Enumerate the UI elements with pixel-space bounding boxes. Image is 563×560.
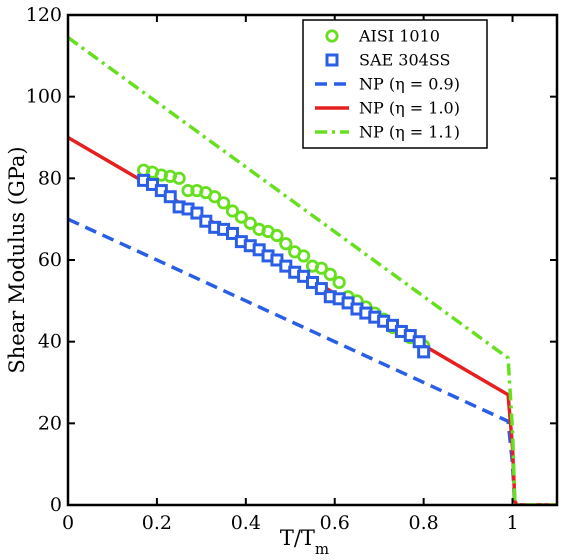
- x-tick-label: 0: [62, 512, 74, 534]
- data-point-circle-marker: [243, 216, 257, 230]
- legend-label: AISI 1010: [358, 27, 440, 46]
- y-axis-label: Shear Modulus (GPa): [5, 146, 29, 373]
- y-tick-label: 100: [26, 86, 62, 108]
- data-point-circle-marker: [332, 275, 346, 290]
- plot-area: [68, 36, 557, 505]
- data-point-circle-marker: [172, 171, 186, 185]
- legend-label: SAE 304SS: [359, 51, 450, 70]
- data-point-square-marker: [417, 345, 431, 359]
- data-point-circle-marker: [297, 249, 311, 263]
- y-tick-label: 60: [38, 249, 62, 271]
- x-tick-label: 0.8: [409, 512, 439, 534]
- data-point-circle-marker: [225, 204, 240, 218]
- legend-label: NP (η = 1.0): [359, 99, 460, 118]
- data-point-circle-marker: [279, 237, 293, 251]
- data-point-circle-marker: [216, 196, 231, 210]
- data-point-circle-marker: [314, 261, 328, 275]
- x-tick-label: 1: [506, 512, 518, 534]
- series-line-2: [68, 135, 557, 505]
- y-tick-label: 40: [38, 331, 62, 353]
- y-tick-label: 80: [38, 167, 62, 189]
- y-tick-label: 0: [50, 494, 62, 516]
- legend-label: NP (η = 1.1): [359, 123, 460, 142]
- x-tick-label: 0.2: [142, 512, 172, 534]
- x-tick-label: 0.6: [320, 512, 350, 534]
- data-point-square-marker: [314, 282, 328, 296]
- x-tick-label: 0.4: [231, 512, 261, 534]
- x-axis-label: T/Tm: [280, 526, 329, 558]
- series-line-1: [68, 217, 557, 505]
- data-point-circle-marker: [234, 210, 248, 224]
- data-point-circle-marker: [323, 267, 337, 281]
- legend-marker-circle: [325, 29, 339, 43]
- data-point-circle-marker: [181, 183, 195, 198]
- data-point-square-marker: [190, 206, 204, 220]
- y-tick-label: 20: [38, 412, 62, 434]
- legend: AISI 1010 SAE 304SS NP (η = 0.9) NP (η = 1.…: [302, 19, 488, 149]
- data-point-circle-marker: [270, 228, 284, 243]
- data-point-square-marker: [412, 335, 426, 349]
- data-point-circle-marker: [208, 190, 222, 204]
- y-tick-label: 120: [26, 4, 62, 26]
- series-line-3: [68, 36, 557, 505]
- axes: 0 0.2 0.4 0.6 0.8 1 0 20 40 60 80 100 120 T/Tm Shear M…: [5, 4, 559, 558]
- legend-label: NP (η = 0.9): [359, 75, 460, 94]
- legend-marker-square: [325, 53, 339, 67]
- data-point-square-marker: [163, 190, 177, 204]
- data-point-square-marker: [225, 226, 239, 240]
